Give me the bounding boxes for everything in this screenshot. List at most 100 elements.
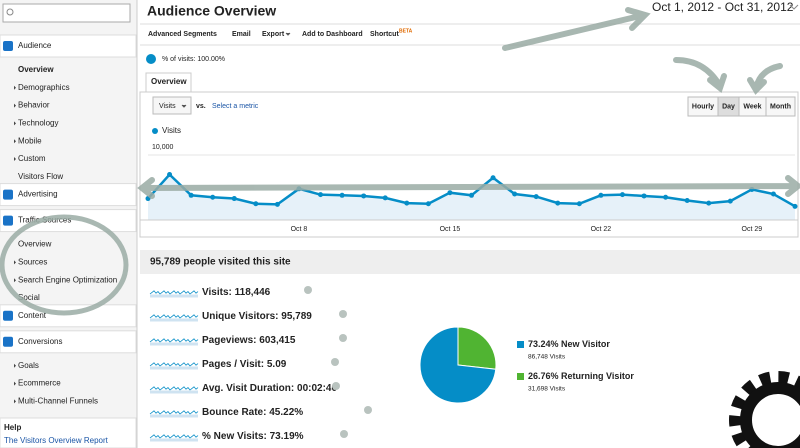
point (684, 198, 690, 203)
nav-item[interactable]: Multi-Channel Funnels (18, 397, 98, 406)
metric-label: Pages / Visit: (202, 359, 264, 370)
annotation-dot (331, 358, 339, 366)
nav-item[interactable]: Overview (18, 240, 52, 249)
search-icon (6, 8, 14, 16)
point (641, 193, 647, 199)
point (663, 194, 669, 200)
metric-label: Unique Visitors: (202, 311, 279, 322)
item-caret (14, 278, 16, 283)
annotation-dot (304, 286, 312, 294)
point (253, 201, 259, 207)
section-title[interactable]: Content (18, 311, 47, 320)
item-caret (14, 399, 16, 404)
period-label: Week (743, 103, 761, 110)
period-label: Day (722, 103, 735, 110)
nav-item[interactable]: Search Engine Optimization (18, 275, 117, 284)
x-tick-label: Oct 8 (291, 226, 308, 233)
nav-item[interactable]: Overview (18, 65, 54, 74)
help-row (0, 417, 137, 448)
nav-item[interactable]: Visitors Flow (18, 172, 63, 181)
section-title[interactable]: Advertising (18, 190, 58, 199)
sparkline (149, 314, 199, 319)
metric-label: Bounce Rate: (202, 407, 266, 418)
annotation-arrow (625, 7, 651, 31)
item-caret (14, 103, 16, 108)
pie-legend: 73.24% New Visitor (528, 339, 610, 349)
section-icon (3, 41, 13, 51)
summary-bar (140, 250, 800, 274)
item-caret (14, 381, 16, 386)
item-caret (14, 157, 16, 161)
annotation-dot (340, 430, 348, 438)
nav-item[interactable]: Sources (18, 258, 47, 267)
x-tick-label: Oct 29 (742, 226, 763, 233)
period-button[interactable] (765, 96, 796, 117)
toolbar-item[interactable]: Shortcut (370, 31, 399, 38)
point (555, 200, 561, 206)
help-link[interactable]: The Visitors Overview Report (4, 436, 109, 445)
section-row (0, 34, 137, 58)
point (598, 192, 604, 198)
date-caret (789, 4, 799, 10)
point (210, 194, 216, 200)
search-box[interactable] (2, 3, 131, 23)
vs-label: vs. (196, 103, 206, 110)
nav-item[interactable]: Ecommerce (18, 379, 61, 388)
point (619, 192, 625, 198)
section-icon (3, 189, 13, 200)
section-title[interactable]: Audience (18, 41, 52, 50)
page-title: Audience Overview (147, 3, 276, 19)
nav-item[interactable]: Custom (18, 154, 46, 163)
nav-item[interactable]: Demographics (18, 83, 70, 92)
sparkline (149, 410, 199, 415)
date-range[interactable]: Oct 1, 2012 - Oct 31, 2012 (652, 0, 794, 14)
metric-value: 00:02:40 (297, 383, 337, 394)
gear-ring (740, 382, 800, 448)
select-metric[interactable]: Select a metric (212, 103, 259, 110)
summary-title: 95,789 people visited this site (150, 257, 291, 268)
pie-percent: 26.76% (528, 371, 559, 381)
sparkline (149, 434, 199, 439)
pie-category: New Visitor (561, 339, 610, 349)
toolbar-item[interactable]: Email (232, 31, 251, 38)
toolbar-item[interactable]: Add to Dashboard (302, 31, 363, 38)
toolbar-item[interactable]: Advanced Segments (148, 31, 217, 38)
point (469, 192, 474, 198)
sparkline (149, 386, 199, 391)
pie-category: Returning Visitor (561, 371, 634, 381)
point (231, 196, 237, 202)
x-tick-label: Oct 22 (591, 226, 612, 233)
toolbar-item[interactable]: Export (262, 31, 285, 38)
annotation-arrow (747, 63, 783, 95)
point (770, 191, 776, 197)
point (274, 201, 280, 207)
metric-value: 118,446 (235, 287, 271, 298)
point (361, 193, 367, 199)
nav-item[interactable]: Goals (18, 361, 39, 370)
legend-label: Visits (162, 126, 181, 135)
segment-icon (146, 54, 156, 64)
section-icon (3, 215, 13, 226)
section-title[interactable]: Conversions (18, 337, 62, 346)
nav-item[interactable]: Social (18, 293, 40, 302)
section-row (0, 304, 137, 328)
gear-teeth (729, 371, 800, 448)
nav-item[interactable]: Mobile (18, 136, 42, 145)
point (425, 201, 431, 207)
nav-item[interactable]: Technology (18, 119, 58, 128)
sparkline (149, 290, 199, 295)
section-icon (3, 310, 13, 321)
metric-label: Visits: (202, 287, 232, 298)
pie-count: 31,698 Visits (528, 386, 566, 393)
point (339, 192, 345, 198)
period-label: Hourly (692, 103, 714, 110)
nav-item[interactable]: Behavior (18, 101, 50, 110)
tab[interactable] (145, 72, 192, 93)
point (576, 201, 582, 207)
metric-value: 45.22% (269, 407, 303, 418)
metric-select[interactable] (152, 96, 192, 115)
pie-count: 86,748 Visits (528, 354, 566, 361)
item-caret (14, 85, 16, 90)
